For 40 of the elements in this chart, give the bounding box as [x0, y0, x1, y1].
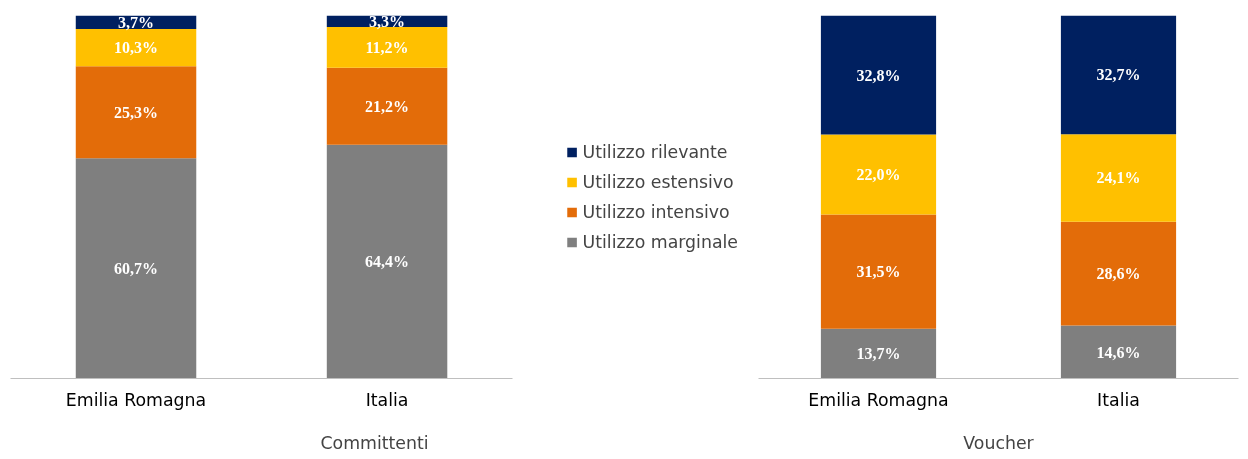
bar [326, 67, 448, 145]
x-tick-label: Emilia Romagna [808, 389, 949, 410]
data-label: 21,2% [365, 97, 410, 115]
data-label: 32,7% [1096, 66, 1141, 84]
data-label: 14,6% [1096, 343, 1141, 361]
x-tick-label: Emilia Romagna [65, 389, 207, 410]
bar [326, 27, 448, 68]
bar [1060, 134, 1177, 222]
x-tick-label: Italia [1097, 389, 1140, 410]
bar [820, 15, 937, 135]
bar [1060, 325, 1177, 379]
bar [75, 66, 197, 159]
data-label: 3,3% [369, 12, 406, 30]
data-label: 64,4% [365, 253, 410, 271]
legend-label: Utilizzo intensivo [582, 201, 731, 222]
bar [75, 28, 197, 67]
bar [820, 214, 937, 329]
x-axis-title: Committenti [320, 432, 429, 453]
bar [820, 328, 937, 379]
bar [326, 144, 448, 379]
bar [820, 134, 937, 215]
data-label: 32,8% [856, 66, 901, 84]
data-label: 13,7% [856, 345, 901, 363]
legend-label: Utilizzo rilevante [582, 141, 729, 162]
data-label: 11,2% [365, 38, 409, 56]
data-label: 28,6% [1096, 265, 1141, 283]
x-tick-label: Italia [365, 389, 409, 410]
bar [1060, 15, 1177, 135]
legend-label: Utilizzo marginale [582, 231, 738, 252]
data-label: 31,5% [856, 263, 901, 281]
data-label: 24,1% [1096, 169, 1141, 187]
data-label: 60,7% [114, 259, 159, 277]
bar [75, 158, 197, 379]
data-label: 10,3% [114, 39, 159, 57]
bar [1060, 221, 1177, 326]
data-label: 22,0% [856, 165, 901, 183]
legend-label: Utilizzo estensivo [582, 171, 734, 192]
data-label: 3,7% [118, 13, 155, 31]
data-label: 25,3% [114, 103, 159, 121]
x-axis-title: Voucher [963, 432, 1035, 453]
